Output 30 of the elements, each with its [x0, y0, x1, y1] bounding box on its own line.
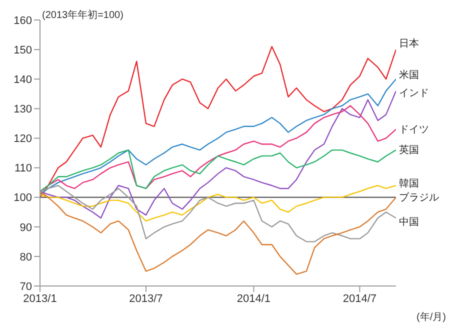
- x-tick-label: 2013/1: [23, 292, 57, 305]
- y-tick-label: 130: [14, 104, 32, 116]
- y-axis-title: (2013年年初=100): [42, 8, 124, 22]
- y-tick-label: 90: [20, 222, 32, 234]
- x-tick-label: 2013/7: [129, 292, 163, 305]
- series-label: 韓国: [399, 178, 419, 190]
- y-tick-label: 150: [14, 44, 32, 56]
- line-series: [40, 149, 396, 192]
- y-tick-label: 70: [20, 280, 32, 293]
- series-label: 米国: [399, 69, 419, 82]
- x-tick-label: 2014/7: [342, 292, 377, 305]
- series-label: 英国: [399, 144, 419, 156]
- line-series: [40, 184, 396, 222]
- line-series: [40, 90, 396, 219]
- y-tick-label: 140: [14, 74, 32, 86]
- series-label: ブラジル: [399, 191, 439, 204]
- y-tick-label: 110: [14, 162, 32, 175]
- y-tick-label: 100: [14, 192, 32, 204]
- line-series: [40, 78, 396, 195]
- series-label: ドイツ: [399, 124, 429, 136]
- x-tick-label: 2014/1: [236, 292, 271, 305]
- series-label: インド: [399, 88, 429, 99]
- line-series: [40, 46, 396, 198]
- x-axis-title: (年/月): [416, 311, 446, 324]
- y-tick-label: 160: [14, 14, 32, 27]
- series-label: 中国: [399, 216, 419, 228]
- y-tick-label: 80: [20, 251, 32, 264]
- series-label: 日本: [399, 38, 419, 50]
- y-tick-label: 120: [14, 133, 32, 146]
- line-series: [40, 190, 396, 275]
